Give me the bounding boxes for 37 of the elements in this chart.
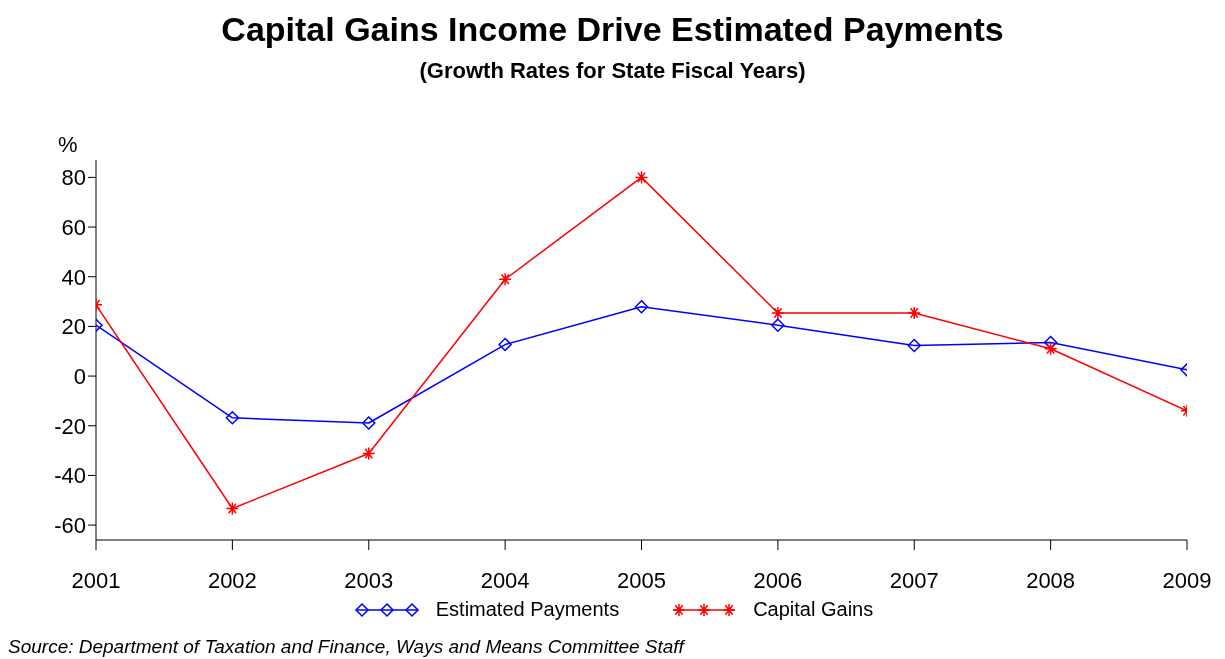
x-tick-label: 2003 <box>344 567 394 593</box>
point <box>225 501 240 516</box>
chart-title: Capital Gains Income Drive Estimated Payments <box>220 10 1005 49</box>
point <box>771 318 785 332</box>
y-tick-label: 20 <box>61 314 86 340</box>
y-tick-label: -60 <box>54 512 86 538</box>
x-tick-label: 2008 <box>1026 567 1076 593</box>
point <box>907 306 921 320</box>
point <box>1043 335 1058 350</box>
point <box>771 306 785 320</box>
chart-subtitle: (Growth Rates for State Fiscal Years) <box>418 58 807 84</box>
y-tick-label: 0 <box>73 363 86 389</box>
y-tick-label: 60 <box>61 214 86 240</box>
point <box>1043 342 1058 356</box>
point <box>907 338 921 353</box>
point <box>634 300 649 314</box>
point <box>634 170 649 185</box>
legend-label: Capital Gains <box>753 598 874 621</box>
x-tick-label: 2005 <box>617 567 666 593</box>
point <box>498 272 512 286</box>
legend-label: Estimated Payments <box>435 598 620 621</box>
x-tick-label: 2004 <box>480 567 530 593</box>
point <box>225 411 240 425</box>
point <box>498 337 512 352</box>
y-tick-label: -40 <box>54 463 86 489</box>
x-tick-label: 2002 <box>207 567 257 593</box>
source-note: Source: Department of Taxation and Finance, Ways and Means Committee Staff <box>8 636 684 658</box>
x-tick-label: 2009 <box>1162 567 1212 593</box>
x-tick-label: 2006 <box>753 567 803 593</box>
x-tick-label: 2001 <box>71 567 121 593</box>
point <box>362 416 376 430</box>
y-tick-label: 40 <box>61 264 86 290</box>
y-tick-label: 80 <box>61 165 86 191</box>
x-tick-label: 2007 <box>889 567 939 593</box>
point <box>362 446 376 461</box>
y-tick-label: -20 <box>54 413 86 439</box>
y-axis-title: % <box>58 132 78 158</box>
